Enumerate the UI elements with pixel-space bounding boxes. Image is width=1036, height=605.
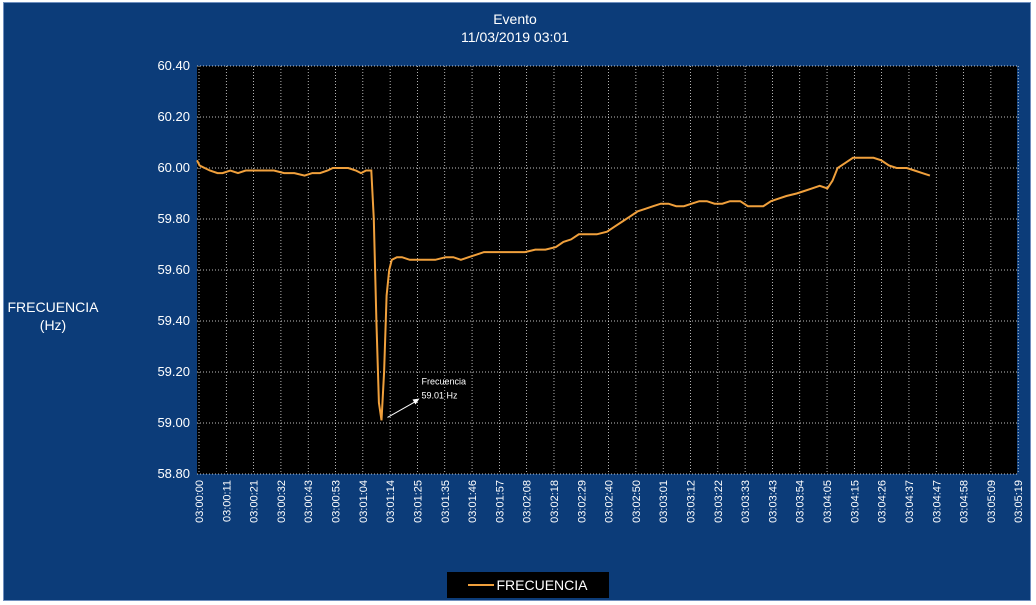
x-tick-label: 03:04:47 <box>931 480 943 523</box>
x-axis-ticks: 03:00:00 03:00:11 03:00:21 03:00:32 03:00:43… <box>194 480 1025 523</box>
y-tick-label: 58.80 <box>157 466 190 481</box>
x-tick-label: 03:04:58 <box>959 480 971 523</box>
x-tick-label: 03:04:37 <box>904 480 916 523</box>
x-tick-label: 03:04:26 <box>877 480 889 523</box>
legend: FRECUENCIA <box>447 572 609 598</box>
x-tick-label: 03:02:50 <box>631 480 643 523</box>
y-tick-label: 59.40 <box>157 313 190 328</box>
x-tick-label: 03:00:53 <box>331 480 343 523</box>
x-tick-label: 03:03:01 <box>658 480 670 523</box>
min-frequency-annotation: Frecuencia 59.01 Hz <box>387 376 467 418</box>
x-tick-label: 03:03:43 <box>767 480 779 523</box>
y-tick-label: 59.80 <box>157 211 190 226</box>
chart-title: Evento <box>493 11 537 27</box>
x-tick-label: 03:00:11 <box>221 480 233 522</box>
x-tick-label: 03:03:33 <box>740 480 752 523</box>
x-tick-label: 03:01:04 <box>358 480 370 523</box>
y-tick-label: 60.40 <box>157 58 190 73</box>
x-tick-label: 03:00:43 <box>303 480 315 523</box>
annotation-text: Frecuencia <box>422 376 467 386</box>
x-tick-label: 03:03:22 <box>713 480 725 523</box>
chart-subtitle: 11/03/2019 03:01 <box>461 29 569 45</box>
annotation-text: 59.01 Hz <box>422 390 459 400</box>
y-tick-label: 59.60 <box>157 262 190 277</box>
x-tick-label: 03:01:14 <box>385 480 397 523</box>
plot-area <box>197 66 1017 474</box>
annotation-arrowhead <box>412 398 420 405</box>
y-axis-label: FRECUENCIA (Hz) <box>0 298 106 334</box>
x-tick-label: 03:03:12 <box>686 480 698 523</box>
y-axis-ticks: 58.80 59.00 59.20 59.40 59.60 59.80 60.00 60.20… <box>157 58 190 481</box>
x-tick-label: 03:02:08 <box>522 480 534 523</box>
y-tick-label: 60.20 <box>157 109 190 124</box>
y-axis-label-line-2: (Hz) <box>39 317 67 333</box>
series-line-frecuencia <box>196 156 931 421</box>
x-tick-label: 03:02:18 <box>549 480 561 523</box>
x-tick-label: 03:00:21 <box>249 480 261 523</box>
y-tick-label: 59.20 <box>157 364 190 379</box>
x-tick-label: 03:03:54 <box>795 480 807 523</box>
x-tick-label: 03:01:25 <box>412 480 424 523</box>
x-tick-label: 03:04:05 <box>822 480 834 523</box>
y-axis-label-line-1: FRECUENCIA <box>7 299 99 315</box>
x-tick-label: 03:01:57 <box>494 480 506 523</box>
x-tick-label: 03:00:00 <box>194 480 206 523</box>
annotation-arrow <box>387 400 418 418</box>
x-tick-label: 03:00:32 <box>276 480 288 523</box>
legend-label: FRECUENCIA <box>496 577 588 593</box>
x-tick-label: 03:02:40 <box>604 480 616 523</box>
x-tick-label: 03:02:29 <box>576 480 588 523</box>
x-tick-label: 03:01:35 <box>440 480 452 523</box>
x-tick-label: 03:04:15 <box>849 480 861 523</box>
y-tick-label: 60.00 <box>157 160 190 175</box>
chart-title-block: Evento 11/03/2019 03:01 <box>0 10 1030 46</box>
legend-swatch <box>468 584 495 586</box>
x-tick-label: 03:05:09 <box>986 480 998 523</box>
y-tick-label: 59.00 <box>157 415 190 430</box>
x-tick-label: 03:01:46 <box>467 480 479 523</box>
x-tick-label: 03:05:19 <box>1013 480 1025 523</box>
